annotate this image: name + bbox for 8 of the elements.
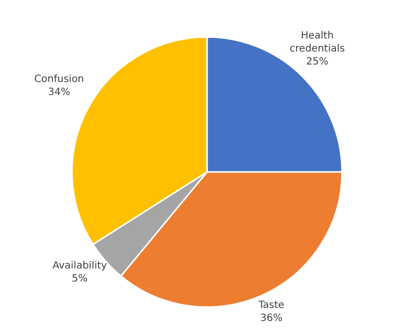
data-label: 5% (72, 273, 88, 284)
slice-label: Availability (52, 260, 108, 272)
data-label: 34% (48, 86, 70, 98)
data-label: 25% (306, 56, 328, 68)
slice-label: Health credentials (290, 30, 345, 55)
slice-label: Confusion (34, 74, 84, 85)
data-label: 36% (260, 312, 283, 324)
slice-label: Taste (257, 300, 284, 311)
